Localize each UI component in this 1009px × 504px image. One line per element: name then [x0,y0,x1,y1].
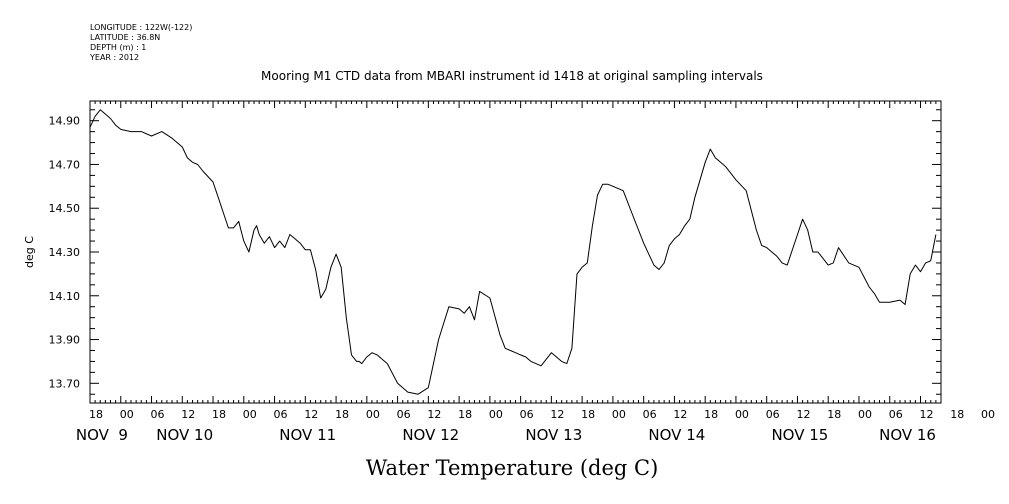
y-tick-label: 13.70 [49,377,81,390]
x-day-label: 9 [118,426,128,444]
x-day-label: NOV 14 [648,426,705,444]
y-tick-labels: 13.70 13.90 14.10 14.30 14.50 14.70 14.90 [49,115,81,391]
y-tick-label: 13.90 [49,334,81,347]
series-line-0 [89,109,937,395]
x-hour-label: 06 [520,408,534,421]
header-latitude: LATITUDE : 36.8N [90,33,160,42]
x-axis-label: Water Temperature (deg C) [366,456,659,480]
x-hour-label: 06 [766,408,780,421]
x-day-label: NOV 16 [879,426,936,444]
x-day-label: NOV 12 [402,426,459,444]
x-hour-label: 06 [643,408,657,421]
header-longitude: LONGITUDE : 122W(-122) [90,23,192,32]
x-hour-label: 12 [304,408,318,421]
x-hour-label: 00 [981,408,995,421]
x-hour-label: 18 [335,408,349,421]
x-hour-label: 18 [704,408,718,421]
x-hour-label: 00 [366,408,380,421]
x-hour-label: 06 [397,408,411,421]
x-day-label: NOV 11 [279,426,336,444]
axis-ticks [89,101,942,403]
y-tick-label: 14.70 [49,158,81,171]
y-axis-label: deg C [23,236,36,268]
y-tick-label: 14.30 [49,246,81,259]
x-hour-label: 06 [889,408,903,421]
x-hour-label: 18 [458,408,472,421]
x-hour-label: 12 [427,408,441,421]
x-hour-label: 06 [151,408,165,421]
y-tick-label: 14.50 [49,202,81,215]
chart-title: Mooring M1 CTD data from MBARI instrumen… [261,69,763,83]
x-hour-label: 00 [120,408,134,421]
y-tick-label: 14.10 [49,290,81,303]
x-hour-label: 12 [919,408,933,421]
x-day-label: NOV 15 [771,426,828,444]
y-tick-label: 14.90 [49,115,81,128]
x-day-label: NOV [76,426,110,444]
x-hour-label: 12 [673,408,687,421]
x-hour-label: 18 [581,408,595,421]
x-tick-labels: 18 00 06 12 18 00 06 12 18 00 06 12 18 00 06 12 18 00 06 12… [76,408,995,444]
x-hour-label: 00 [735,408,749,421]
x-hour-label: 06 [274,408,288,421]
x-hour-label: 18 [212,408,226,421]
x-day-label: NOV 10 [156,426,213,444]
x-hour-label: 18 [827,408,841,421]
x-hour-label: 18 [89,408,103,421]
x-hour-label: 00 [489,408,503,421]
x-hour-label: 00 [243,408,257,421]
series-layer [89,109,937,395]
header-info: LONGITUDE : 122W(-122) LATITUDE : 36.8N … [89,23,192,62]
x-day-label: NOV 13 [525,426,582,444]
x-hour-label: 00 [858,408,872,421]
x-hour-label: 12 [550,408,564,421]
header-year: YEAR : 2012 [89,53,139,62]
header-depth: DEPTH (m) : 1 [90,43,146,52]
x-hour-label: 18 [950,408,964,421]
x-hour-label: 12 [796,408,810,421]
x-hour-label: 12 [181,408,195,421]
x-hour-label: 00 [612,408,626,421]
